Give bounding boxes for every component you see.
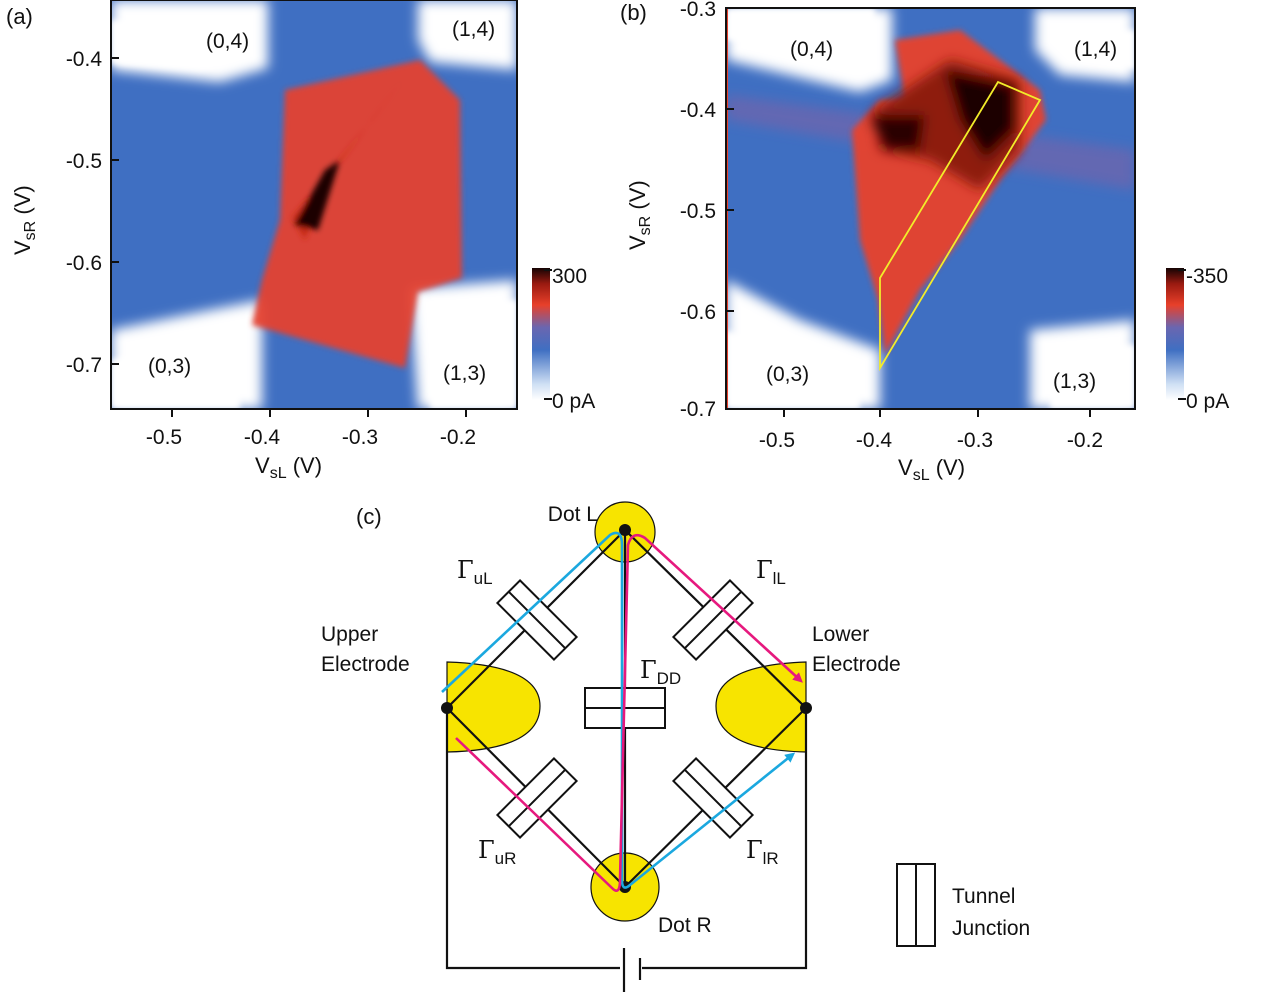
lower-electrode-label: Lower: [812, 623, 869, 646]
magenta-current-path: [455, 533, 803, 892]
panel-b-xlabel: VsL (V): [898, 455, 965, 484]
panel-b-xtick: -0.2: [1067, 429, 1103, 452]
highlight-parallelogram: [879, 80, 1042, 372]
region-label: (0,4): [790, 38, 833, 61]
panel-a-label: (a): [6, 4, 33, 29]
legend-label: Junction: [952, 917, 1030, 940]
panel-a-xtick: -0.4: [244, 426, 281, 449]
node: [800, 702, 812, 714]
gamma-lr-label: ΓlR: [746, 836, 779, 868]
region-label: (1,4): [1074, 38, 1117, 61]
panel-b-frame: [725, 7, 1136, 410]
colorbar-max-label: 300: [552, 265, 587, 288]
panel-a-ytick: -0.6: [66, 252, 102, 275]
panel-a-ytick: -0.5: [66, 150, 102, 173]
panel-a-xtick: -0.5: [146, 426, 182, 449]
region-label: (1,4): [452, 18, 495, 41]
panel-b-ytick: -0.6: [680, 301, 716, 324]
panel-a-ytick: -0.4: [66, 48, 103, 71]
panel-b-ytick: -0.5: [680, 200, 716, 223]
panel-a-colorbar: 300 0 pA: [532, 265, 595, 413]
panel-a: (a): [6, 0, 595, 482]
panel-a-xlabel: VsL (V): [255, 453, 322, 482]
gamma-ur-label: ΓuR: [478, 836, 516, 868]
panel-a-xtick: -0.2: [440, 426, 476, 449]
panel-a-colormap: [111, 0, 517, 409]
tunnel-junctions: [495, 578, 755, 840]
dot-l-label: Dot L: [548, 503, 598, 526]
panel-c-label: (c): [356, 504, 382, 529]
panel-a-ylabel: VsR (V): [10, 185, 39, 255]
panel-b-x-axis: -0.5 -0.4 -0.3 -0.2 VsL (V): [759, 409, 1103, 484]
panel-a-y-axis: -0.4 -0.5 -0.6 -0.7 VsR (V): [10, 48, 119, 377]
panel-b-ytick: -0.4: [680, 99, 717, 122]
region-label: (1,3): [1053, 370, 1096, 393]
colorbar-max-label: -350: [1186, 265, 1228, 288]
gamma-dd-label: ΓDD: [640, 656, 681, 688]
panel-b-xtick: -0.3: [957, 429, 993, 452]
panel-b-xtick: -0.5: [759, 429, 795, 452]
upper-electrode-label: Upper: [321, 623, 378, 646]
region-label: (0,4): [206, 30, 249, 53]
panel-b-colormap: [726, 8, 1135, 409]
region-label: (1,3): [443, 362, 486, 385]
lower-electrode-label: Electrode: [812, 653, 901, 676]
panel-a-ytick: -0.7: [66, 354, 102, 377]
panel-b-ytick: -0.3: [680, 0, 716, 21]
panel-b-ylabel: VsR (V): [625, 180, 654, 250]
lower-electrode-shape: [715, 661, 807, 753]
panel-a-frame: [110, 0, 518, 410]
upper-electrode-label: Electrode: [321, 653, 410, 676]
panel-c-circuit-diagram: (c): [321, 501, 1030, 992]
node: [619, 524, 631, 536]
panel-b-ytick: -0.7: [680, 398, 716, 421]
panel-b-y-axis: -0.3 -0.4 -0.5 -0.6 -0.7 VsR (V): [625, 0, 734, 421]
panel-b-label: (b): [620, 0, 647, 25]
node: [441, 702, 453, 714]
dot-r-label: Dot R: [658, 914, 712, 937]
region-label: (0,3): [766, 363, 809, 386]
region-label: (0,3): [148, 355, 191, 378]
legend: Tunnel Junction: [896, 863, 1030, 947]
panel-b-xtick: -0.4: [856, 429, 893, 452]
panel-b: (b): [620, 0, 1229, 484]
gamma-ll-label: ΓlL: [756, 556, 786, 588]
panel-a-x-axis: -0.5 -0.4 -0.3 -0.2 VsL (V): [146, 409, 476, 482]
gamma-ul-label: ΓuL: [457, 556, 493, 588]
colorbar-min-label: 0 pA: [1186, 390, 1229, 413]
panel-b-colorbar: -350 0 pA: [1166, 265, 1229, 413]
legend-label: Tunnel: [952, 885, 1015, 908]
colorbar-min-label: 0 pA: [552, 390, 595, 413]
cyan-current-path: [441, 531, 796, 889]
panel-a-xtick: -0.3: [342, 426, 378, 449]
